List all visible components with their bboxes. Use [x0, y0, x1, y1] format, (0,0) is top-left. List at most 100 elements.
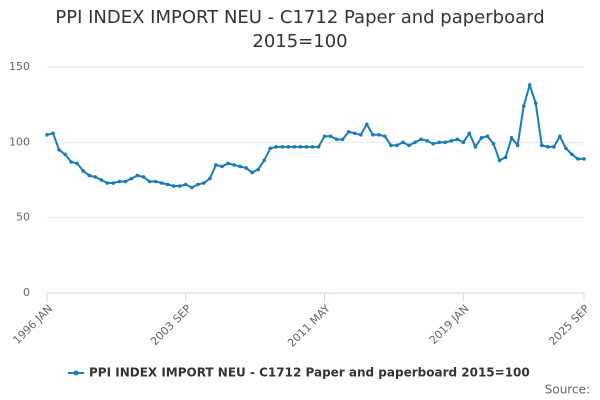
point [533, 101, 538, 105]
point [93, 175, 98, 179]
point [135, 173, 140, 178]
x-tick-label: 2003 SEP [148, 302, 194, 348]
point [322, 134, 327, 139]
chart-title: PPI INDEX IMPORT NEU - C1712 Paper and p… [55, 7, 545, 52]
point [81, 169, 86, 173]
point [461, 140, 466, 145]
point [304, 145, 309, 149]
point [111, 181, 116, 185]
point [509, 136, 514, 140]
point [256, 167, 260, 172]
point [51, 131, 55, 136]
point [497, 158, 502, 163]
point [316, 145, 321, 149]
point [437, 140, 441, 145]
point [147, 179, 152, 184]
point [358, 133, 363, 137]
point [250, 170, 254, 175]
point [377, 133, 381, 137]
point [582, 157, 586, 161]
point [352, 131, 357, 136]
point [425, 139, 429, 143]
point [123, 179, 128, 184]
point [449, 139, 454, 143]
point [485, 134, 490, 139]
point [473, 145, 478, 149]
point [153, 179, 158, 184]
point [539, 143, 544, 148]
point [159, 181, 164, 185]
point [202, 181, 206, 185]
point [419, 137, 423, 142]
point [292, 145, 297, 149]
point [214, 163, 218, 167]
point [479, 136, 484, 140]
point [232, 163, 236, 167]
y-tick-label: 50 [16, 211, 30, 224]
point [334, 137, 339, 142]
point [413, 140, 417, 145]
point [129, 176, 134, 181]
point [401, 140, 405, 145]
point [383, 134, 387, 139]
point [45, 133, 49, 137]
point [431, 142, 435, 146]
point [467, 131, 472, 136]
point [395, 143, 399, 148]
point [69, 160, 73, 164]
point [389, 143, 393, 148]
point [443, 140, 448, 145]
point [177, 184, 182, 188]
point [515, 143, 520, 148]
point [576, 157, 580, 161]
point [558, 134, 562, 139]
point [244, 166, 248, 170]
point [208, 176, 212, 181]
point [226, 161, 230, 166]
y-tick-label: 100 [9, 135, 30, 148]
x-tick-label: 2019 JAN [427, 302, 472, 347]
point [99, 178, 104, 182]
y-tick-label: 0 [23, 286, 30, 299]
x-tick-label: 2011 MAY [285, 302, 333, 350]
point [310, 145, 315, 149]
point [141, 175, 146, 179]
point [262, 158, 267, 163]
x-tick-label: 2025 SEP [546, 302, 592, 348]
point [57, 148, 61, 152]
point [105, 181, 110, 185]
point [220, 164, 224, 169]
point [274, 145, 279, 149]
point [280, 145, 285, 149]
point [552, 145, 556, 149]
point [455, 137, 460, 142]
line [46, 81, 584, 189]
legend-label: PPI INDEX IMPORT NEU - C1712 Paper and p… [89, 366, 530, 380]
point [75, 161, 79, 166]
point [165, 182, 170, 187]
point [238, 164, 242, 169]
point [286, 145, 291, 149]
x-tick-label: 1996 JAN [10, 302, 55, 347]
point [268, 146, 273, 151]
point [340, 137, 345, 142]
point [527, 83, 532, 87]
point [117, 179, 122, 184]
point [328, 134, 333, 139]
point [298, 145, 303, 149]
point [521, 104, 526, 108]
point [371, 133, 375, 137]
point [545, 145, 550, 149]
point [564, 146, 568, 151]
point [346, 129, 351, 134]
point [190, 185, 194, 190]
point [63, 152, 67, 157]
legend-marker [73, 370, 79, 376]
point [503, 155, 508, 160]
point [171, 184, 176, 188]
point [491, 142, 496, 146]
point [87, 173, 92, 178]
point [364, 122, 369, 127]
